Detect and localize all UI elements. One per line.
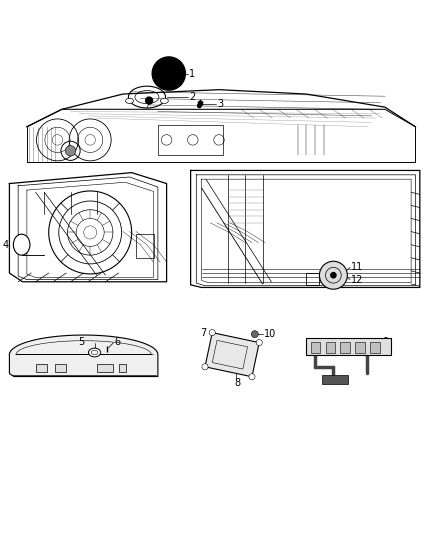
Text: 12: 12 <box>351 274 364 285</box>
Circle shape <box>202 364 208 370</box>
Polygon shape <box>205 333 259 377</box>
Bar <box>306 272 318 285</box>
Bar <box>325 342 335 352</box>
Text: 3: 3 <box>218 99 224 109</box>
Circle shape <box>65 146 76 156</box>
Ellipse shape <box>160 98 168 103</box>
Text: 2: 2 <box>189 92 195 102</box>
Bar <box>340 342 350 352</box>
Bar <box>97 364 113 372</box>
Polygon shape <box>10 335 158 376</box>
Ellipse shape <box>13 234 30 255</box>
Bar <box>136 234 153 258</box>
Text: 6: 6 <box>114 337 120 347</box>
Polygon shape <box>10 173 166 282</box>
Circle shape <box>152 57 185 90</box>
Circle shape <box>146 97 152 104</box>
Circle shape <box>319 261 347 289</box>
Circle shape <box>249 374 255 380</box>
Bar <box>306 338 392 354</box>
Text: 1: 1 <box>189 69 195 78</box>
Text: 9: 9 <box>381 338 387 348</box>
Bar <box>370 342 380 352</box>
Text: 5: 5 <box>78 337 85 347</box>
Text: 11: 11 <box>351 262 364 272</box>
Polygon shape <box>191 171 420 287</box>
Ellipse shape <box>126 98 134 103</box>
Bar <box>158 125 223 155</box>
Circle shape <box>209 329 215 336</box>
Bar <box>55 364 66 372</box>
Polygon shape <box>27 109 416 166</box>
Text: 7: 7 <box>201 328 207 338</box>
Bar <box>119 364 127 372</box>
Bar <box>35 364 46 372</box>
Ellipse shape <box>88 348 101 357</box>
Bar <box>311 342 320 352</box>
Text: 10: 10 <box>264 329 276 339</box>
Circle shape <box>198 104 201 108</box>
Bar <box>355 342 365 352</box>
Circle shape <box>251 330 258 338</box>
Text: 4: 4 <box>3 240 9 249</box>
Circle shape <box>256 340 262 346</box>
Text: 9: 9 <box>383 337 389 346</box>
Circle shape <box>331 272 336 278</box>
Text: 8: 8 <box>234 378 240 388</box>
Bar <box>321 375 348 384</box>
